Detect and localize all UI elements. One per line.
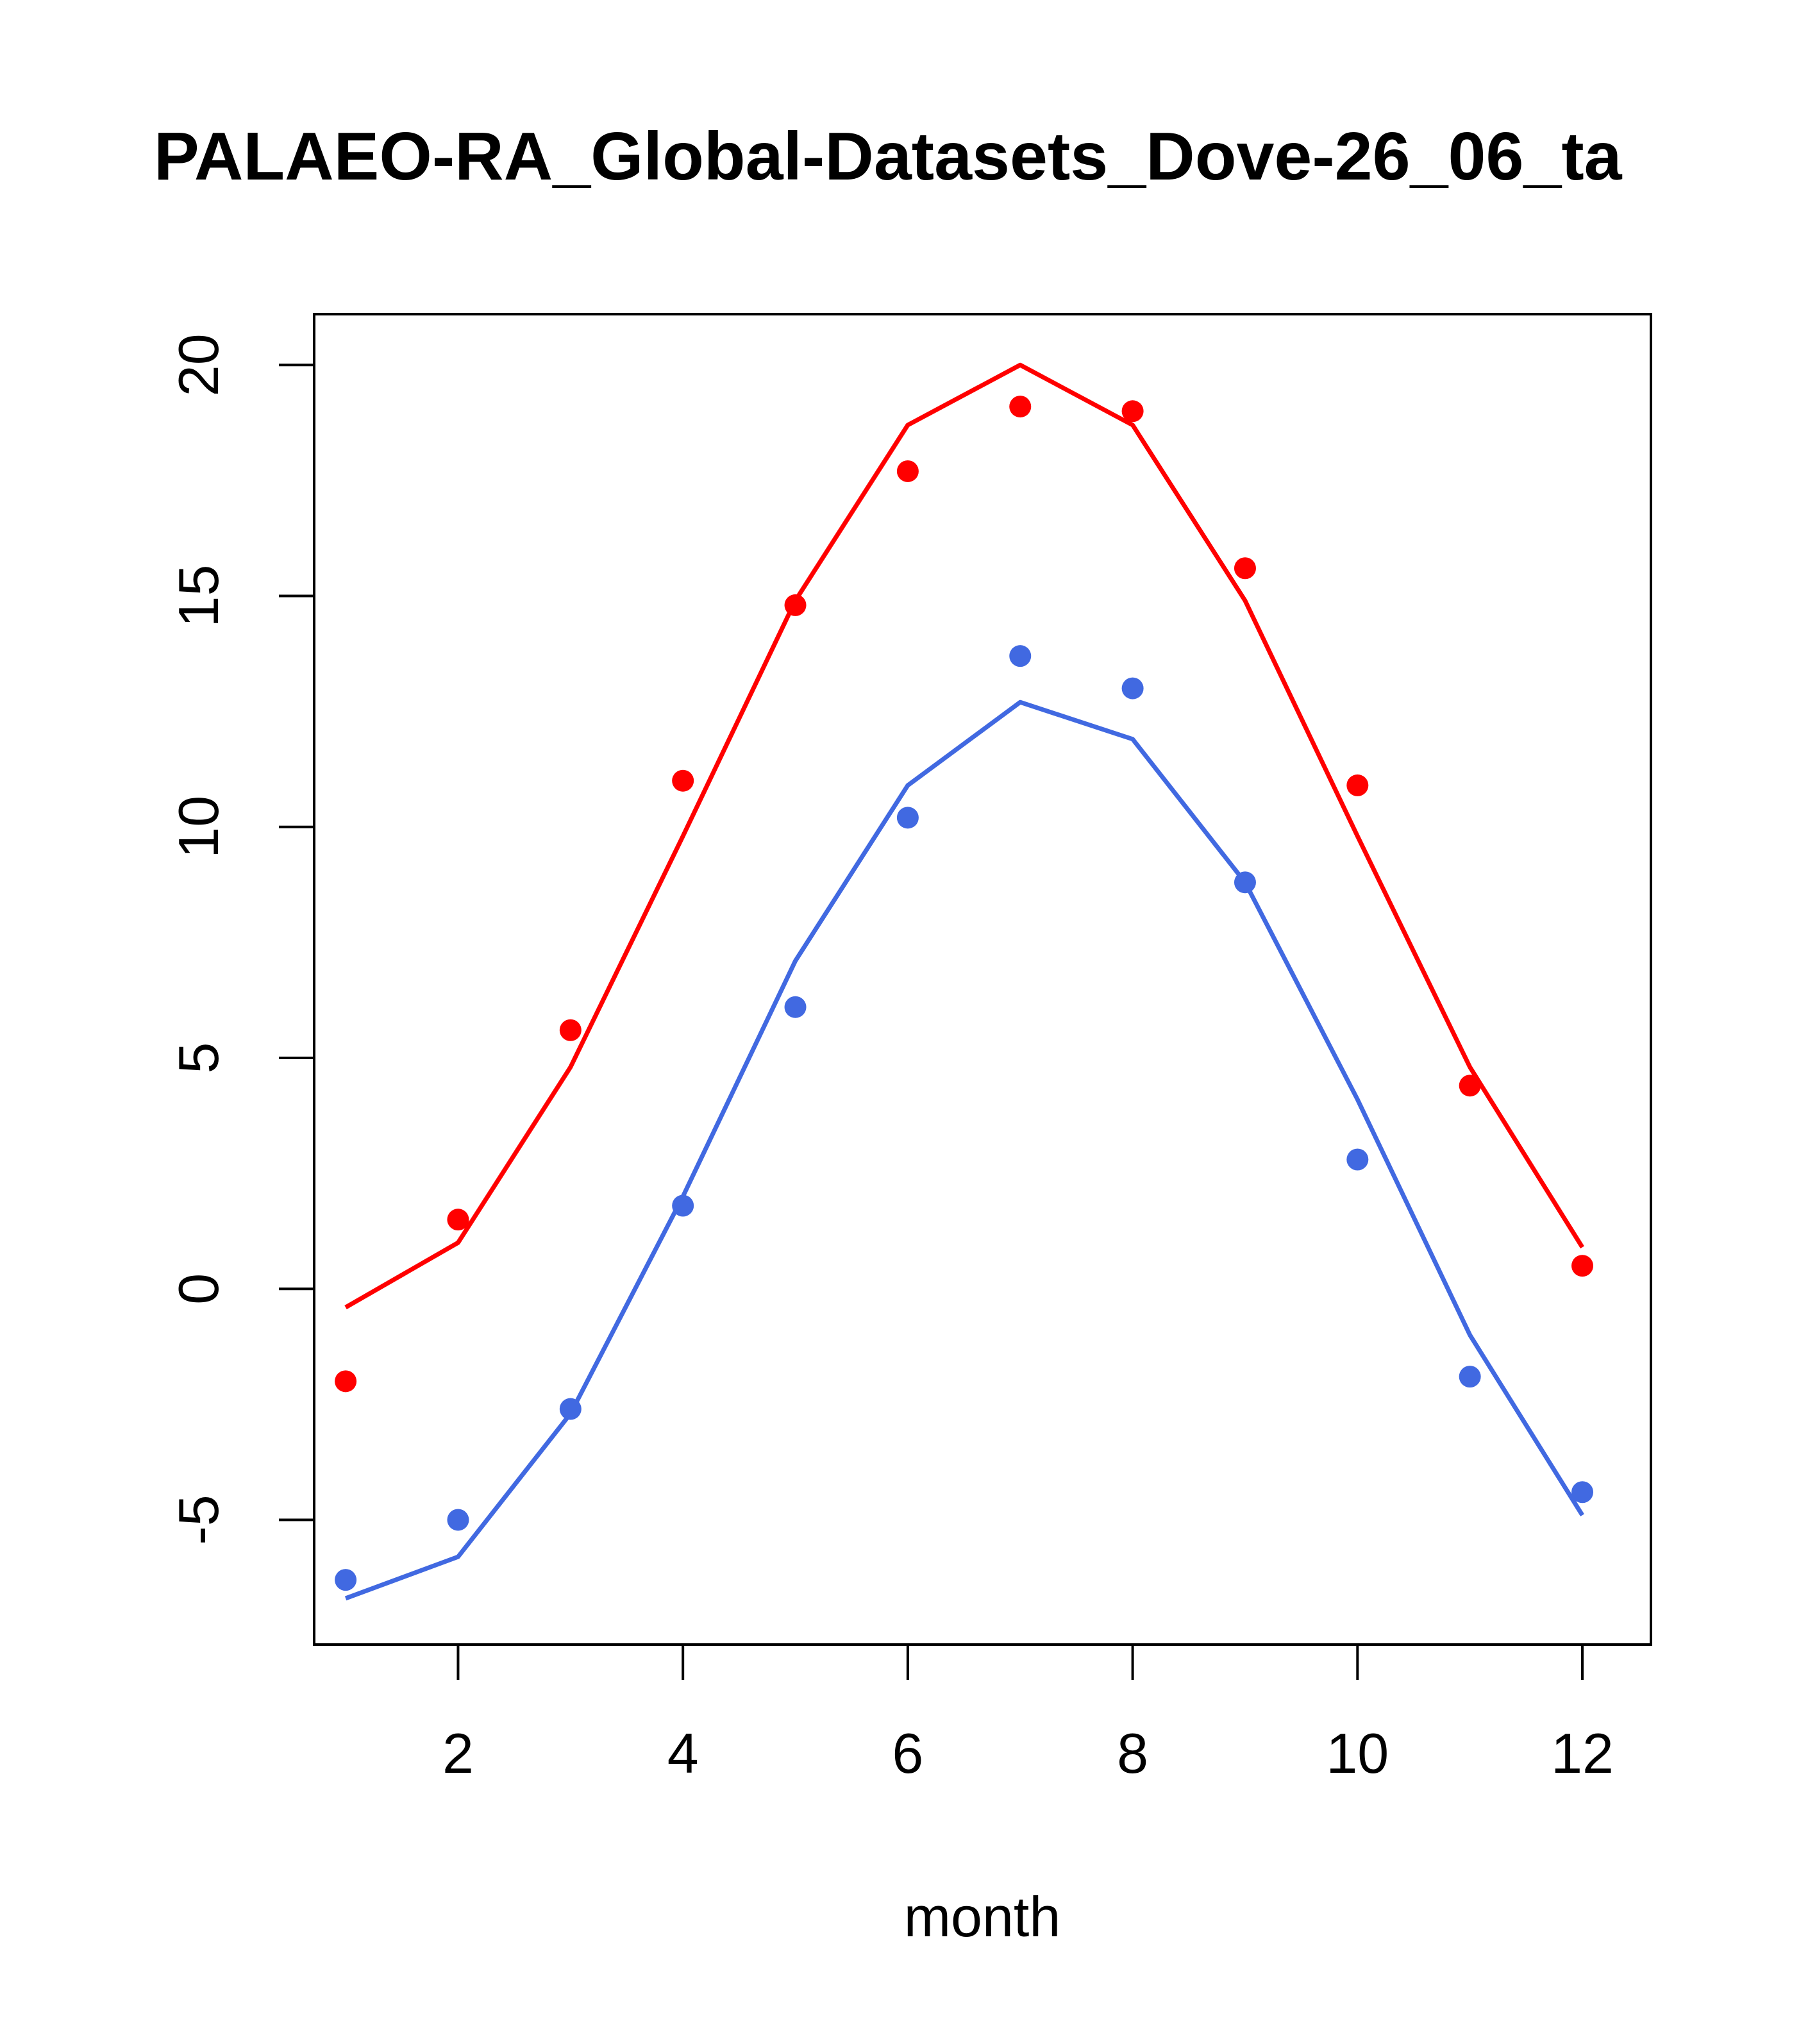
upper-points-point bbox=[1234, 557, 1256, 580]
x-tick-label: 4 bbox=[667, 1721, 699, 1785]
lower-points-point bbox=[1009, 645, 1032, 667]
lower-points-point bbox=[447, 1509, 469, 1531]
upper-points-point bbox=[672, 769, 694, 792]
lower-points-point bbox=[672, 1194, 694, 1217]
upper-points-point bbox=[447, 1209, 469, 1231]
lower-line bbox=[344, 699, 1585, 1601]
upper-points-point bbox=[784, 594, 807, 616]
y-tick-label: 20 bbox=[167, 333, 230, 396]
upper-points-point bbox=[1121, 400, 1144, 423]
x-axis-label: month bbox=[904, 1885, 1061, 1948]
x-tick-label: 2 bbox=[442, 1721, 474, 1785]
upper-points-point bbox=[559, 1019, 582, 1041]
lower-points-point bbox=[1234, 871, 1256, 894]
upper-points-point bbox=[1459, 1075, 1481, 1097]
x-tick-label: 8 bbox=[1117, 1721, 1148, 1785]
x-tick-label: 6 bbox=[892, 1721, 923, 1785]
upper-points-point bbox=[896, 460, 919, 482]
lower-points-point bbox=[1459, 1366, 1481, 1388]
y-tick-label: -5 bbox=[167, 1495, 230, 1545]
x-tick-label: 12 bbox=[1551, 1721, 1614, 1785]
y-axis: -5 0 5 10 15 20 bbox=[167, 333, 315, 1545]
lower-points-point bbox=[896, 807, 919, 829]
lower-points-point bbox=[1121, 677, 1144, 699]
chart-title: PALAEO-RA_Global-Datasets_Dove-26_06_ta bbox=[154, 119, 1623, 194]
upper-points-point bbox=[1571, 1255, 1594, 1277]
upper-points-point bbox=[1009, 396, 1032, 418]
y-tick-label: 0 bbox=[167, 1273, 230, 1305]
y-tick-label: 10 bbox=[167, 796, 230, 859]
lower-points-point bbox=[1346, 1148, 1369, 1171]
lower-points-point bbox=[559, 1398, 582, 1420]
upper-points-point bbox=[1346, 774, 1369, 796]
lower-points-point bbox=[1571, 1481, 1594, 1504]
upper-points-point bbox=[335, 1370, 357, 1393]
x-axis: 2 4 6 8 10 12 bbox=[442, 1643, 1614, 1785]
y-tick-label: 15 bbox=[167, 565, 230, 628]
x-tick-label: 10 bbox=[1326, 1721, 1389, 1785]
series-layer bbox=[335, 362, 1594, 1601]
lower-points-point bbox=[784, 996, 807, 1018]
y-tick-label: 5 bbox=[167, 1043, 230, 1074]
lower-points-point bbox=[335, 1569, 357, 1591]
upper-line bbox=[344, 362, 1585, 1310]
plot-area bbox=[313, 313, 1652, 1646]
